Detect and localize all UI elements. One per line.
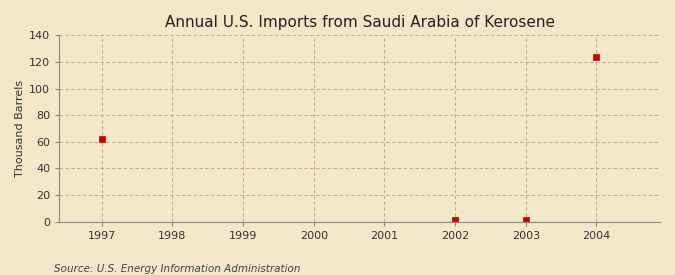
Title: Annual U.S. Imports from Saudi Arabia of Kerosene: Annual U.S. Imports from Saudi Arabia of…: [165, 15, 555, 30]
Text: Source: U.S. Energy Information Administration: Source: U.S. Energy Information Administ…: [54, 264, 300, 274]
Y-axis label: Thousand Barrels: Thousand Barrels: [15, 80, 25, 177]
